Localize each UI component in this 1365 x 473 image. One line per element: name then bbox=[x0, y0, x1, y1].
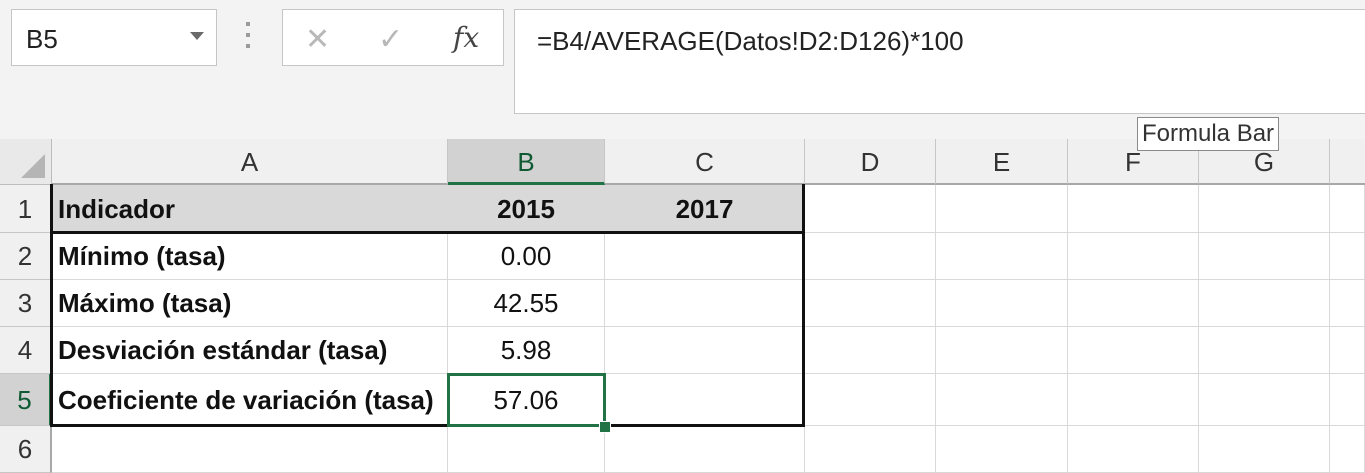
close-icon[interactable]: ✕ bbox=[305, 22, 331, 57]
formula-buttons: ✕ ✓ fx bbox=[282, 9, 504, 66]
cell-a4[interactable]: Desviación estándar (tasa) bbox=[52, 327, 448, 374]
cell-a6[interactable] bbox=[52, 426, 448, 473]
cell-e2[interactable] bbox=[936, 233, 1068, 280]
cell-h4[interactable] bbox=[1330, 327, 1365, 374]
name-box-value: B5 bbox=[26, 24, 58, 54]
cell-b2[interactable]: 0.00 bbox=[448, 233, 605, 280]
cell-h3[interactable] bbox=[1330, 280, 1365, 327]
cell-h1[interactable] bbox=[1330, 185, 1365, 233]
cell-h5[interactable] bbox=[1330, 374, 1365, 426]
select-all-icon bbox=[21, 154, 45, 178]
chevron-down-icon[interactable] bbox=[190, 32, 204, 40]
cell-c6[interactable] bbox=[605, 426, 805, 473]
row-header-6[interactable]: 6 bbox=[0, 426, 52, 473]
row-header-5[interactable]: 5 bbox=[0, 374, 52, 426]
cell-b1[interactable]: 2015 bbox=[448, 185, 605, 233]
cell-f3[interactable] bbox=[1068, 280, 1199, 327]
cell-d6[interactable] bbox=[805, 426, 936, 473]
cell-f2[interactable] bbox=[1068, 233, 1199, 280]
cell-c3[interactable] bbox=[605, 280, 805, 327]
name-box[interactable]: B5 bbox=[11, 9, 217, 66]
cell-c1[interactable]: 2017 bbox=[605, 185, 805, 233]
column-header-e[interactable]: E bbox=[936, 139, 1068, 185]
cell-e3[interactable] bbox=[936, 280, 1068, 327]
cell-a1[interactable]: Indicador bbox=[52, 185, 448, 233]
row-header-3[interactable]: 3 bbox=[0, 280, 52, 327]
cell-a2[interactable]: Mínimo (tasa) bbox=[52, 233, 448, 280]
cell-a5[interactable]: Coeficiente de variación (tasa) bbox=[52, 374, 448, 426]
cell-d5[interactable] bbox=[805, 374, 936, 426]
cell-e4[interactable] bbox=[936, 327, 1068, 374]
cell-g5[interactable] bbox=[1199, 374, 1330, 426]
cell-h2[interactable] bbox=[1330, 233, 1365, 280]
formula-bar-tooltip: Formula Bar bbox=[1137, 117, 1280, 151]
cell-e6[interactable] bbox=[936, 426, 1068, 473]
drag-handle-icon[interactable] bbox=[245, 22, 251, 52]
cell-f6[interactable] bbox=[1068, 426, 1199, 473]
cell-f4[interactable] bbox=[1068, 327, 1199, 374]
column-header-d[interactable]: D bbox=[805, 139, 936, 185]
cell-b5[interactable]: 57.06 bbox=[448, 374, 605, 426]
cell-e5[interactable] bbox=[936, 374, 1068, 426]
formula-bar[interactable]: =B4/AVERAGE(Datos!D2:D126)*100 bbox=[514, 9, 1365, 114]
insert-function-button[interactable]: fx bbox=[453, 21, 480, 54]
cell-g1[interactable] bbox=[1199, 185, 1330, 233]
cell-c5[interactable] bbox=[605, 374, 805, 426]
fill-handle[interactable] bbox=[599, 421, 611, 433]
cell-f1[interactable] bbox=[1068, 185, 1199, 233]
formula-text: =B4/AVERAGE(Datos!D2:D126)*100 bbox=[537, 26, 964, 56]
cell-c4[interactable] bbox=[605, 327, 805, 374]
cell-g4[interactable] bbox=[1199, 327, 1330, 374]
cell-e1[interactable] bbox=[936, 185, 1068, 233]
cell-h6[interactable] bbox=[1330, 426, 1365, 473]
cell-g3[interactable] bbox=[1199, 280, 1330, 327]
column-header-c[interactable]: C bbox=[605, 139, 805, 185]
select-all-button[interactable] bbox=[0, 139, 52, 185]
cell-b4[interactable]: 5.98 bbox=[448, 327, 605, 374]
cell-d3[interactable] bbox=[805, 280, 936, 327]
cell-d1[interactable] bbox=[805, 185, 936, 233]
cell-f5[interactable] bbox=[1068, 374, 1199, 426]
cell-g6[interactable] bbox=[1199, 426, 1330, 473]
cell-c2[interactable] bbox=[605, 233, 805, 280]
cell-g2[interactable] bbox=[1199, 233, 1330, 280]
row-header-4[interactable]: 4 bbox=[0, 327, 52, 374]
spreadsheet-grid: A B C D E F G 1 2 3 4 5 6 Indicador 2015… bbox=[0, 139, 1365, 473]
cell-d4[interactable] bbox=[805, 327, 936, 374]
cell-a3[interactable]: Máximo (tasa) bbox=[52, 280, 448, 327]
table-header-divider bbox=[50, 231, 805, 234]
column-header-h[interactable] bbox=[1330, 139, 1365, 185]
cell-b6[interactable] bbox=[448, 426, 605, 473]
cell-b3[interactable]: 42.55 bbox=[448, 280, 605, 327]
row-header-2[interactable]: 2 bbox=[0, 233, 52, 280]
column-header-a[interactable]: A bbox=[52, 139, 448, 185]
check-icon[interactable]: ✓ bbox=[378, 22, 404, 57]
column-header-b[interactable]: B bbox=[448, 139, 605, 185]
cell-d2[interactable] bbox=[805, 233, 936, 280]
row-header-1[interactable]: 1 bbox=[0, 185, 52, 233]
